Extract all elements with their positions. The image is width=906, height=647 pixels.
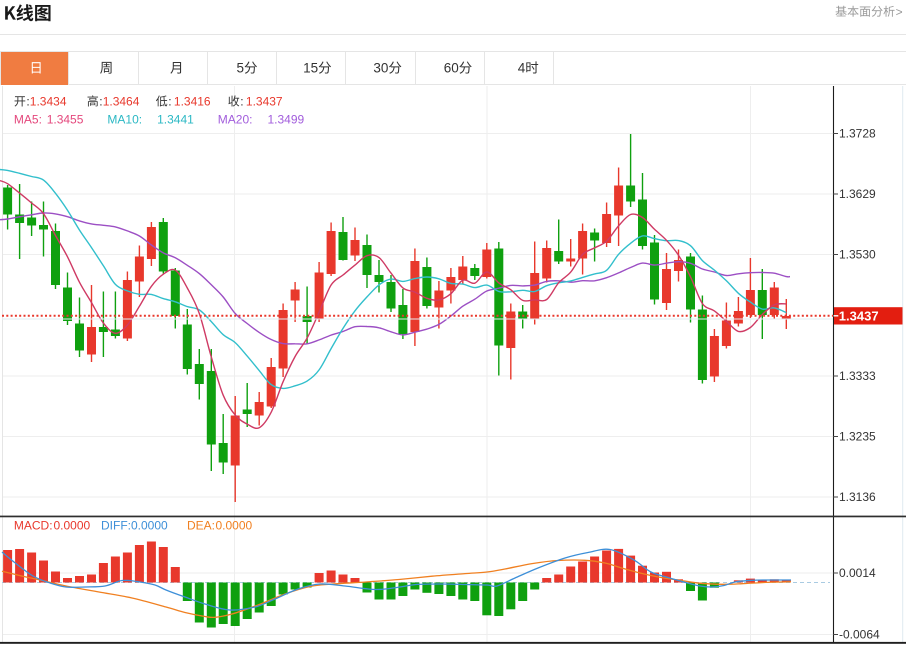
svg-text:MA20:: MA20:: [218, 113, 253, 127]
svg-text:1.3455: 1.3455: [47, 113, 84, 127]
svg-text:60: 60: [444, 61, 459, 76]
svg-text:MACD:: MACD:: [14, 519, 53, 533]
svg-text:1.3441: 1.3441: [157, 113, 194, 127]
svg-text:DIFF:: DIFF:: [101, 519, 131, 533]
svg-text:1.3499: 1.3499: [268, 113, 305, 127]
svg-text:15: 15: [303, 61, 318, 76]
svg-text:1.3333: 1.3333: [839, 369, 876, 383]
svg-text:1.3437: 1.3437: [839, 309, 879, 324]
svg-text:-0.0064: -0.0064: [839, 628, 880, 642]
svg-text:1.3464: 1.3464: [103, 95, 140, 109]
svg-text:0.0000: 0.0000: [216, 519, 253, 533]
svg-text:1.3136: 1.3136: [839, 490, 876, 504]
svg-text:1.3437: 1.3437: [246, 95, 283, 109]
svg-text:4: 4: [518, 61, 526, 76]
svg-text:5: 5: [237, 61, 245, 76]
svg-text:1.3629: 1.3629: [839, 187, 876, 201]
svg-text:>: >: [896, 5, 903, 19]
svg-text:1.3416: 1.3416: [174, 95, 211, 109]
svg-text:30: 30: [373, 61, 388, 76]
svg-text:1.3530: 1.3530: [839, 248, 876, 262]
svg-text:0.0000: 0.0000: [131, 519, 168, 533]
svg-text::: :: [26, 95, 29, 109]
svg-text:1.3434: 1.3434: [30, 95, 67, 109]
svg-text:DEA:: DEA:: [187, 519, 215, 533]
svg-text:MA5:: MA5:: [14, 113, 42, 127]
svg-text:MA10:: MA10:: [107, 113, 142, 127]
svg-text:1.3235: 1.3235: [839, 430, 876, 444]
svg-text:0.0000: 0.0000: [54, 519, 91, 533]
svg-text:1.3728: 1.3728: [839, 127, 876, 141]
svg-text::: :: [168, 95, 171, 109]
svg-text:0.0014: 0.0014: [839, 566, 876, 580]
svg-text::: :: [99, 95, 102, 109]
svg-text::: :: [240, 95, 243, 109]
